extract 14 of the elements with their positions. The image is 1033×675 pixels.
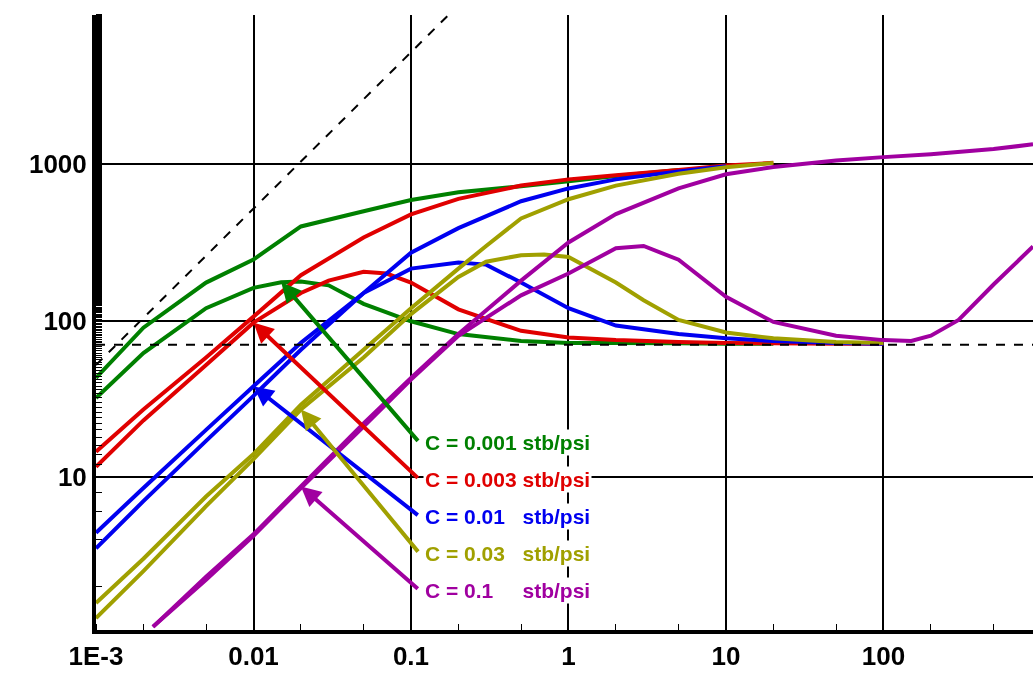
- annotation: C = 0.1 stb/psi: [425, 579, 591, 602]
- annotation: C = 0.001 stb/psi: [425, 431, 591, 454]
- annotation: C = 0.003 stb/psi: [425, 468, 591, 491]
- x-tick-label: 100: [861, 641, 906, 672]
- annotation: C = 0.01 stb/psi: [425, 505, 591, 528]
- x-tick-label: 0.1: [392, 641, 430, 672]
- x-tick-label: 10: [711, 641, 741, 672]
- x-tick-label: 0.01: [228, 641, 279, 672]
- y-tick-label: 10: [57, 462, 87, 493]
- x-tick-label: 1: [561, 641, 576, 672]
- y-tick-label: 100: [43, 305, 87, 336]
- annotation: C = 0.03 stb/psi: [425, 542, 591, 565]
- x-tick-label: 1E-3: [68, 641, 124, 672]
- y-tick-label: 1000: [28, 149, 87, 180]
